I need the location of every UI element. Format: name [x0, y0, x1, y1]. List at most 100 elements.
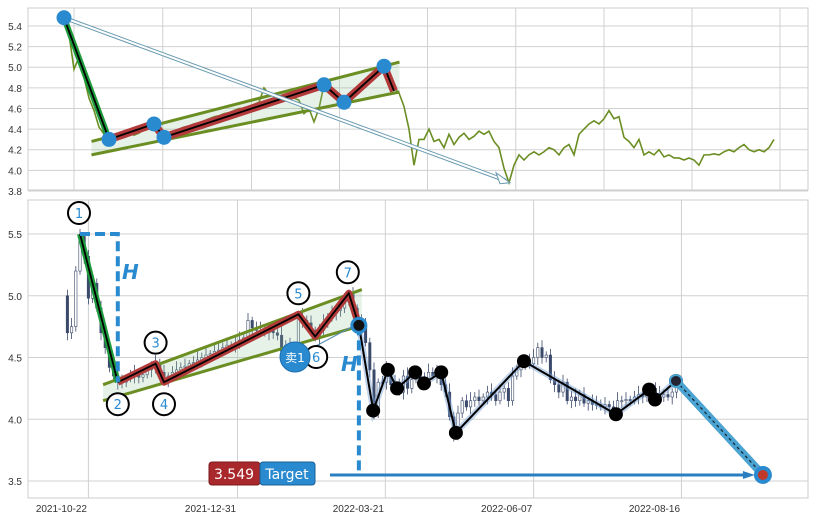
pivot-dot: [146, 116, 162, 132]
candle-body: [511, 375, 515, 402]
candle-body: [473, 396, 477, 402]
x-tick-label: 2022-06-07: [481, 504, 533, 515]
annotation-labels: H H 3.549 Target 卖1: [122, 260, 358, 486]
target-arrow-head: [742, 470, 755, 479]
y-tick-label: 4.0: [8, 415, 22, 426]
height-label-1: H: [122, 260, 139, 284]
y-tick-label: 4.5: [8, 354, 22, 365]
pivot-number-label: 7: [344, 266, 352, 281]
candle-body: [557, 384, 561, 393]
zigzag-point: [390, 381, 405, 396]
pattern-zigzag-core: [117, 291, 360, 384]
height-label-2: H: [341, 352, 358, 376]
pivot-dot: [336, 94, 352, 110]
trend-arrow-head: [494, 171, 512, 185]
zigzag-point: [608, 407, 623, 422]
y-tick-label: 5.0: [8, 63, 22, 74]
pivot-number-circle: [286, 281, 311, 306]
pivot-dot: [156, 129, 172, 145]
target-price-badge: 3.549 Target: [208, 461, 316, 486]
candle-body: [368, 342, 372, 371]
candle-body: [532, 357, 536, 364]
overview-panel: 3.8 4.0 4.2 4.4 4.6 4.8 5.0 5.2 5.4: [8, 7, 809, 198]
pivot-number-circle: [67, 201, 91, 225]
projection-start: [668, 373, 683, 388]
pivot-number-circle: [335, 260, 360, 285]
candle-body: [74, 270, 78, 327]
pattern-panel: 2021-10-22 2021-12-31 2022-03-21 2022-06-07…: [8, 199, 809, 515]
candle-body: [141, 374, 145, 378]
projection-line: [673, 378, 766, 478]
candle-body: [662, 394, 666, 398]
candle-body: [464, 400, 468, 408]
pivot-number-label: 6: [312, 351, 320, 366]
candle-body: [469, 400, 473, 408]
height-measure-1: [80, 232, 120, 383]
x-tick-label: 2021-10-22: [36, 504, 88, 515]
breakout-point: [350, 316, 368, 334]
zigzag-point: [448, 425, 463, 440]
candle-body: [481, 396, 485, 402]
candle-body: [460, 400, 464, 414]
zigzag-point: [516, 354, 531, 369]
zigzag-point: [647, 392, 662, 407]
candle-body: [502, 388, 506, 393]
sell-signal-marker: 卖1: [279, 341, 311, 373]
target-point-inner: [757, 469, 768, 480]
y-tick-label: 5.2: [8, 43, 22, 54]
y-tick-label: 4.8: [8, 84, 22, 95]
drop-line-core: [63, 17, 110, 140]
trend-arrow: [63, 16, 507, 182]
y-tick-label: 3.8: [8, 187, 22, 198]
x-tick-label: 2022-08-16: [629, 504, 681, 515]
pivot-number-label: 1: [75, 207, 83, 222]
y-tick-label: 5.4: [8, 22, 22, 33]
candle-body: [494, 394, 498, 402]
candle-body: [540, 347, 544, 358]
candle-body: [561, 381, 565, 393]
pivot-dot: [376, 58, 392, 74]
candle-body: [544, 354, 548, 358]
y-tick-label: 4.6: [8, 104, 22, 115]
candle-body: [275, 332, 279, 336]
candle-body: [536, 347, 540, 358]
candle-body: [406, 375, 410, 389]
pivot-dot: [101, 131, 117, 147]
candle-body: [548, 354, 552, 381]
zigzag-point: [408, 365, 423, 380]
candle-body: [586, 400, 590, 404]
candle-body: [607, 404, 611, 408]
channel-lower-line: [102, 323, 363, 403]
y-tick-label: 3.5: [8, 477, 22, 488]
candle-body: [628, 399, 632, 402]
pivot-number-label: 4: [160, 398, 168, 413]
candle-body: [569, 396, 573, 402]
candle-body: [670, 391, 674, 398]
y-tick-label: 4.2: [8, 146, 22, 157]
plot-area: [27, 7, 809, 191]
pivot-number-circle: [143, 330, 168, 355]
candle-body: [574, 396, 578, 402]
pivot-number-label: 3: [151, 337, 159, 352]
zigzag-point: [434, 365, 449, 380]
x-tick-label: 2022-03-21: [333, 504, 385, 515]
pivot-dot: [316, 77, 332, 93]
y-tick-label: 4.0: [8, 166, 22, 177]
pivot-number-circle: [105, 392, 130, 417]
candle-body: [498, 391, 502, 402]
candle-body: [666, 394, 670, 398]
candle-body: [65, 295, 69, 334]
candle-body: [565, 381, 569, 402]
zigzag-point: [380, 362, 395, 377]
y-tick-label: 5.5: [8, 230, 22, 241]
plot-area: [27, 199, 809, 499]
sell-signal-label: 卖1: [285, 351, 305, 365]
pivot-number-circle: [152, 392, 176, 417]
zigzag-point: [416, 376, 431, 391]
x-tick-label: 2021-12-31: [185, 504, 237, 515]
candle-body: [183, 365, 187, 368]
pivot-number-label: 5: [294, 287, 302, 302]
drop-line-core: [79, 233, 119, 383]
candle-body: [582, 394, 586, 404]
